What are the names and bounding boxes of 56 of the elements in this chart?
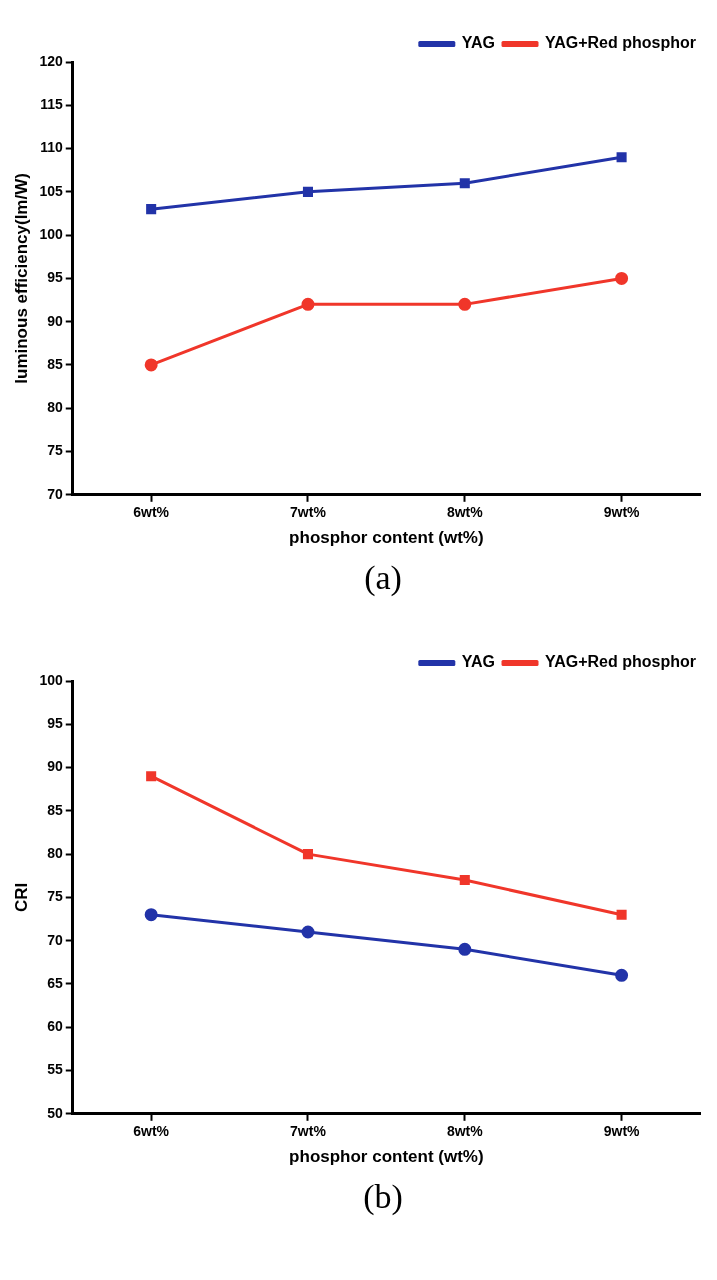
point [459,178,470,189]
y-tick-label: 75 [47,442,63,459]
y-tick-label: 115 [40,96,63,113]
y-tick-label: 90 [47,758,63,775]
x-tick-label: 7wt% [290,504,327,521]
x-tick-label: 9wt% [603,1123,641,1140]
point [302,186,314,197]
y-tick-label: 95 [47,715,63,732]
y-tick-label: 105 [39,182,63,199]
legend-label: YAG [461,34,496,52]
point [146,204,157,215]
legend-label: YAG+Red phosphor [545,34,696,52]
text: (a) [363,559,403,597]
y-tick-label: 80 [47,844,63,861]
legend-label: YAG+Red phosphor [545,653,696,671]
y-axis-title: CRI [11,882,31,913]
point [144,908,158,922]
y-tick-label: 85 [47,801,63,818]
point [302,849,314,860]
y-tick-label: 50 [47,1104,63,1121]
y-tick-label: 60 [47,1018,63,1035]
y-axis-title: luminous efficiency(lm/W) [11,173,31,384]
y-tick-label: 85 [47,355,63,372]
x-tick-label: 8wt% [446,504,484,521]
x-tick-label: 8wt% [446,1123,484,1140]
point [458,942,472,956]
y-tick-label: 75 [47,888,63,905]
x-tick-label: 6wt% [133,1123,170,1140]
point [459,875,470,886]
x-tick-label: 7wt% [290,1123,327,1140]
y-tick-label: 100 [39,671,63,688]
y-tick-label: 55 [47,1061,63,1078]
y-tick-label: 80 [47,399,63,416]
y-tick-label: 120 [39,52,63,69]
point [146,771,157,782]
y-tick-label: 90 [47,312,63,329]
point [616,909,627,920]
y-tick-label: 70 [47,931,63,948]
x-tick-label: 6wt% [133,504,170,521]
point [615,968,629,982]
x-axis-title: phosphor content (wt%) [289,1147,484,1167]
y-tick-label: 100 [39,225,63,242]
x-axis-title: phosphor content (wt%) [289,528,484,548]
point [301,925,315,939]
point [301,297,315,311]
text: (b) [362,1178,404,1216]
y-tick-label: 110 [40,139,63,156]
x-tick-label: 9wt% [603,504,641,521]
point [144,358,158,372]
y-tick-label: 95 [47,269,63,286]
y-tick-label: 70 [47,485,63,502]
point [616,152,627,163]
y-tick-label: 65 [47,974,63,991]
point [615,271,629,285]
point [458,297,472,311]
legend-label: YAG [461,653,496,671]
